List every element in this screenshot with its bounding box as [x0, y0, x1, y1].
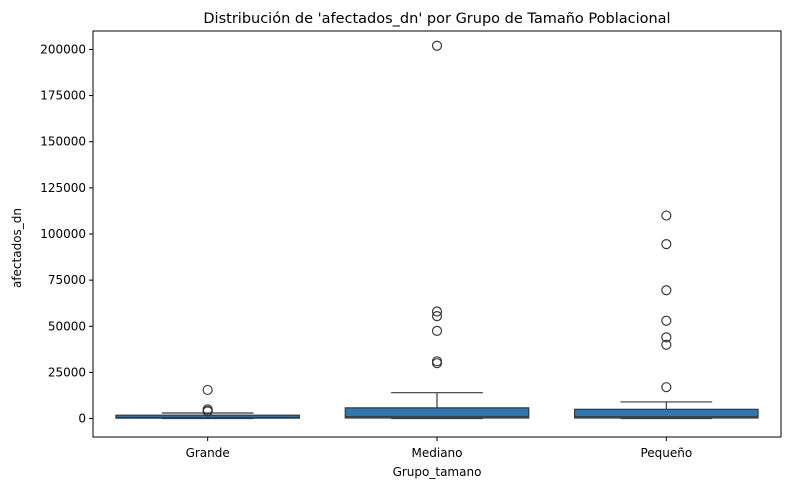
y-tick-label: 200000	[40, 42, 86, 56]
box-mediano	[344, 407, 530, 419]
outlier-point	[661, 339, 672, 350]
x-tick-label: Pequeño	[640, 446, 692, 460]
outlier-point	[661, 239, 672, 250]
y-tick-label: 100000	[40, 227, 86, 241]
y-tick-label: 0	[78, 412, 86, 426]
box-pequeño	[573, 408, 759, 419]
outlier-point	[661, 382, 672, 393]
outlier-point	[202, 406, 213, 417]
outlier-point	[431, 306, 443, 317]
outlier-point	[202, 384, 213, 396]
outlier-point	[661, 285, 672, 296]
y-axis-title: afectados_dn	[10, 208, 24, 288]
y-tick-label: 125000	[40, 181, 86, 195]
y-tick-label: 175000	[40, 89, 86, 103]
x-tick-label: Mediano	[412, 446, 463, 460]
chart-title: Distribución de 'afectados_dn' por Grupo…	[203, 11, 670, 27]
y-tick-label: 150000	[40, 135, 86, 149]
x-axis-title: Grupo_tamano	[393, 465, 482, 479]
y-tick-label: 25000	[48, 365, 86, 379]
y-tick-label: 50000	[48, 319, 86, 333]
outlier-point	[661, 332, 672, 343]
plot-frame	[92, 30, 782, 438]
outlier-point	[431, 325, 443, 336]
plot-area: 0 25000 50000 75000 100000 125000 150000 175000…	[40, 30, 782, 460]
outlier-point	[661, 210, 672, 221]
y-tick-label: 75000	[48, 273, 86, 287]
x-tick-label: Grande	[186, 446, 230, 460]
outlier-point	[661, 315, 672, 326]
outlier-point	[431, 40, 443, 51]
outlier-point	[431, 358, 443, 369]
outlier-point	[431, 311, 443, 322]
